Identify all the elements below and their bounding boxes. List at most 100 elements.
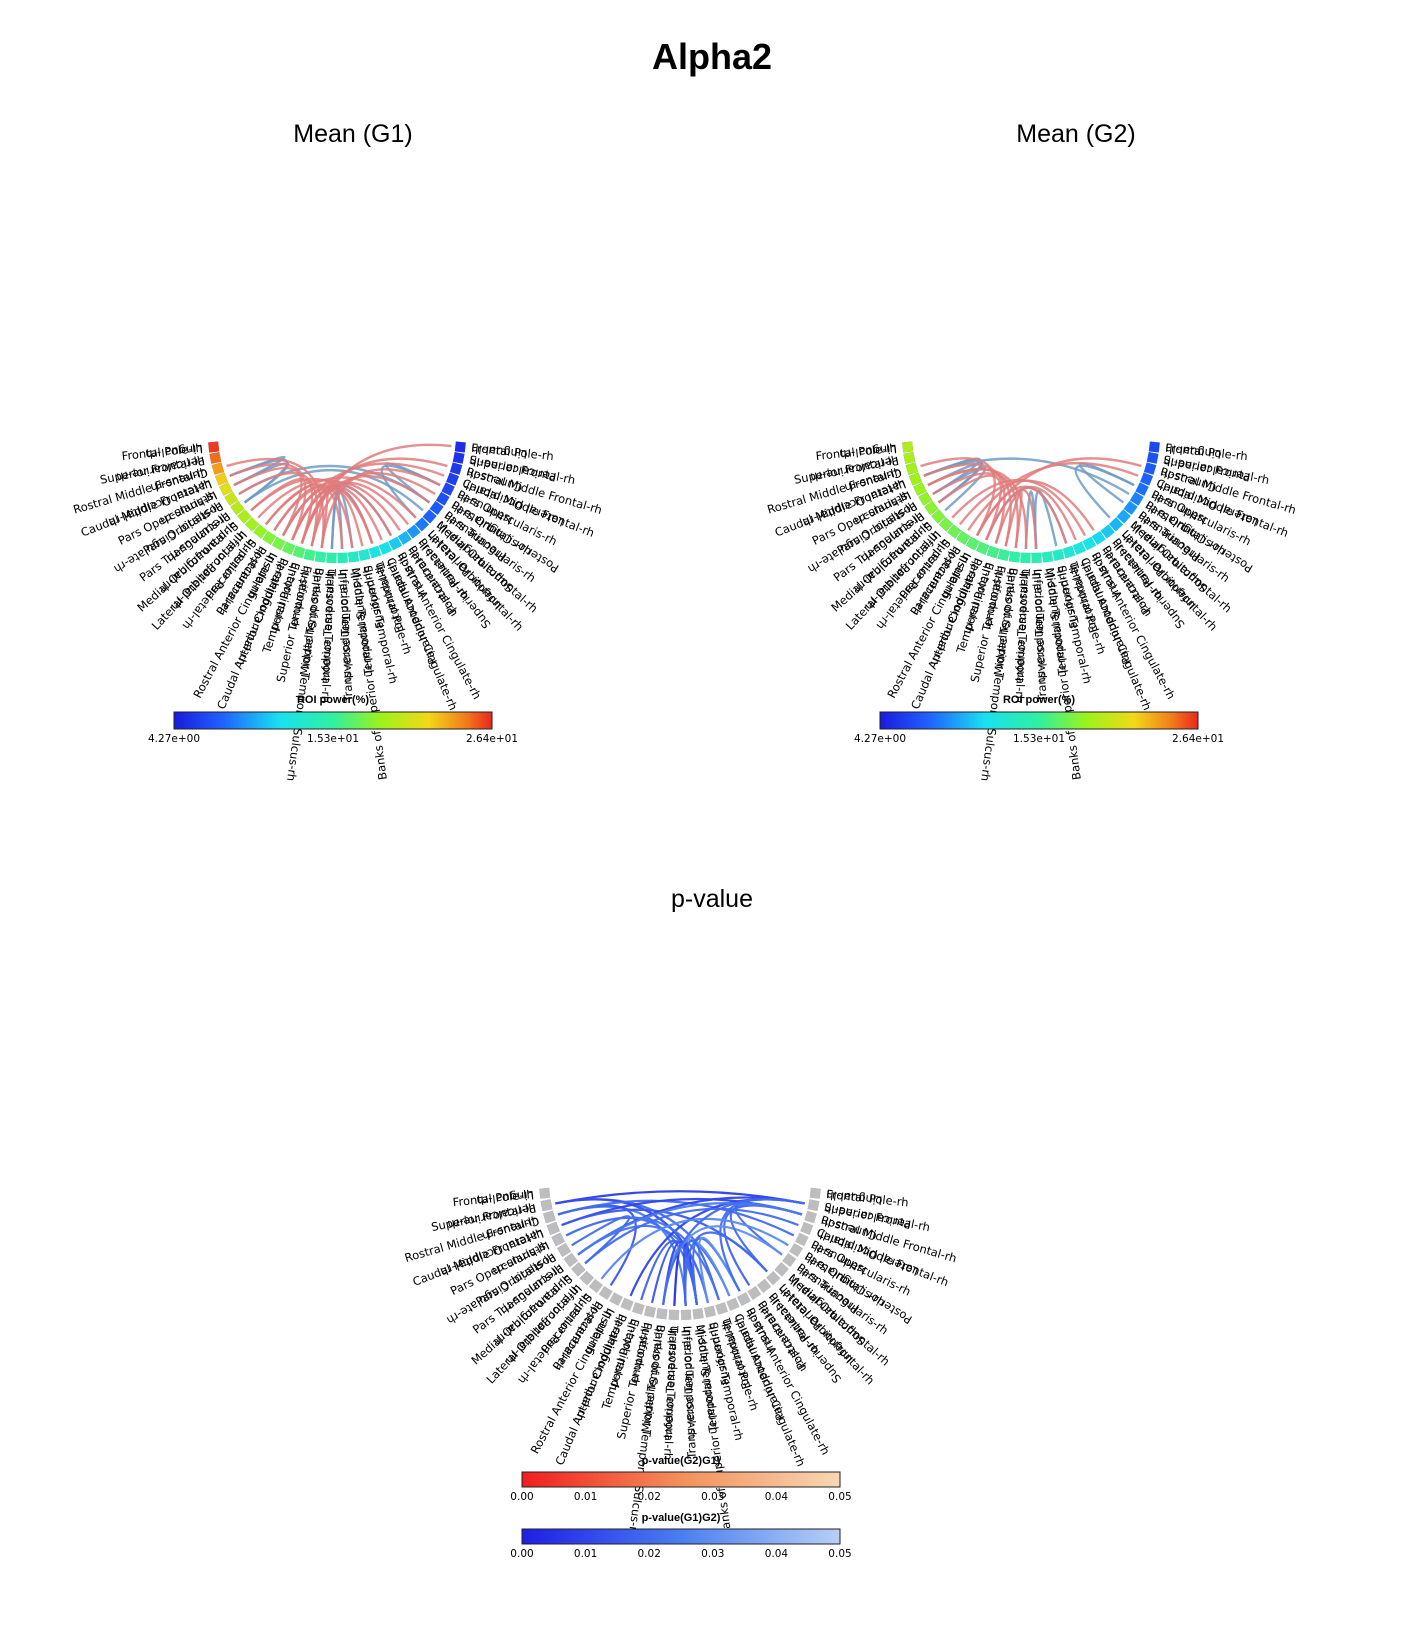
roi-label: Inferior Temporal-lh (661, 1326, 680, 1439)
roi-node (557, 1243, 571, 1257)
roi-node (378, 541, 392, 555)
roi-node (1082, 536, 1096, 551)
colorbar-tick-label: 0.04 (765, 1491, 789, 1503)
roi-node (715, 1302, 728, 1315)
roi-node (918, 491, 933, 506)
colorbar-tick-label: 4.27e+00 (854, 733, 906, 745)
colorbars: ROI power(%) 4.27e+00 1.53e+01 2.64e+01 ROI … (148, 694, 1224, 1560)
roi-node (632, 1302, 645, 1315)
roi-node (209, 451, 222, 464)
roi-node (966, 536, 980, 551)
roi-node (1008, 551, 1021, 563)
chord-links-panel-2 (920, 457, 1142, 549)
colorbar (521, 1471, 841, 1488)
chord-link (640, 1239, 698, 1306)
colorbar-tick-label: 0.04 (765, 1548, 789, 1560)
roi-node (924, 500, 939, 515)
roi-node (644, 1305, 657, 1318)
roi-node (1062, 545, 1076, 559)
roi-node (397, 530, 412, 545)
roi-node (668, 1309, 680, 1321)
roi-node (208, 441, 220, 453)
roi-label: Inferior Temporal-rh (1031, 569, 1050, 683)
chord-link (927, 468, 1028, 549)
roi-node (800, 1221, 814, 1235)
chord-link (250, 477, 314, 544)
colorbar-title: ROI power(%) (297, 694, 369, 706)
chord-link (958, 479, 1095, 532)
panel-title-mean-g1: Mean (G1) (293, 120, 413, 148)
colorbar-tick-label: 2.64e+01 (1172, 733, 1224, 745)
chord-link (291, 457, 448, 541)
roi-node (303, 548, 316, 561)
roi-node (1108, 517, 1124, 532)
roi-label: Inferior Temporal-rh (337, 569, 356, 683)
roi-node (441, 482, 455, 496)
roi-node (913, 482, 927, 496)
roi-label: Inferior Temporal-lh (1013, 569, 1032, 682)
roi-node (1052, 548, 1065, 561)
roi-node (446, 472, 460, 486)
chord-link (698, 1236, 741, 1304)
roi-label: Lingual-rh (476, 1188, 535, 1208)
roi-label: Lingual-rh (839, 442, 898, 462)
roi-node (219, 482, 233, 496)
roi-node (1116, 509, 1131, 524)
roi-node (1031, 552, 1042, 564)
colorbar-tick-label: 0.03 (701, 1491, 724, 1503)
chord-link (920, 457, 996, 537)
roi-node (230, 500, 245, 515)
roi-node (262, 530, 277, 545)
roi-node (789, 1243, 803, 1257)
colorbar-tick-label: 1.53e+01 (307, 733, 359, 745)
roi-label: Inferior Temporal-lh (319, 569, 338, 682)
roi-node (588, 1278, 603, 1293)
roi-label: Transverse Temporal-rh (319, 568, 339, 704)
roi-label: Lingual-lh (470, 442, 528, 462)
roi-node (947, 524, 962, 539)
roi-label: Inferior Temporal-rh (680, 1326, 699, 1440)
roi-node (598, 1286, 613, 1300)
chord-link (238, 471, 319, 547)
chord-link (985, 485, 1077, 541)
colorbar-tick-label: 0.00 (510, 1491, 533, 1503)
roi-node (931, 509, 946, 524)
chord-nodes (208, 441, 1160, 1321)
roi-label: Transverse Temporal-lh (1030, 569, 1050, 704)
roi-node (905, 462, 919, 475)
roi-node (1146, 451, 1159, 464)
roi-label: Lingual-lh (825, 1188, 883, 1208)
chord-link (662, 1198, 805, 1306)
roi-node (703, 1305, 716, 1318)
chord-link (243, 468, 424, 512)
roi-node (903, 451, 916, 464)
colorbar (521, 1528, 841, 1545)
roi-node (368, 545, 382, 559)
roi-node (214, 472, 228, 486)
colorbar-tick-label: 0.02 (638, 1491, 661, 1503)
roi-node (726, 1297, 740, 1311)
roi-node (347, 551, 360, 563)
roi-node (774, 1262, 789, 1277)
roi-node (358, 548, 371, 561)
colorbar-tick-label: 0.05 (828, 1491, 851, 1503)
roi-label: Transverse Temporal-rh (1013, 568, 1033, 704)
chord-link (229, 462, 307, 541)
panel-title-mean-g2: Mean (G2) (1016, 120, 1136, 148)
roi-node (1091, 530, 1106, 545)
roi-node (976, 541, 990, 555)
colorbar-tick-label: 4.27e+00 (148, 733, 200, 745)
roi-node (908, 472, 922, 486)
colorbar-tick-label: 0.03 (701, 1548, 724, 1560)
colorbar-tick-label: 0.01 (574, 1491, 597, 1503)
roi-node (1148, 441, 1160, 453)
roi-node (452, 451, 465, 464)
roi-node (902, 441, 914, 453)
roi-node (620, 1297, 634, 1311)
chord-link (937, 474, 1002, 541)
chord-links-panel-3 (555, 1190, 805, 1306)
roi-node (1041, 551, 1054, 563)
roi-node (807, 1199, 820, 1212)
roi-node (1129, 491, 1144, 506)
